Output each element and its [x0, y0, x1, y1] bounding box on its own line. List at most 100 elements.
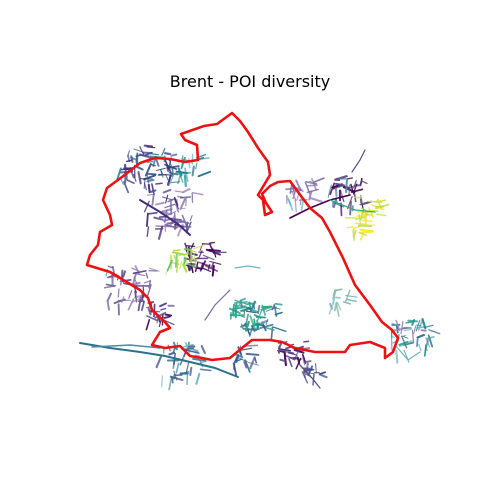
street-segment [127, 298, 135, 311]
street-segment [416, 338, 419, 347]
street-segment [403, 328, 413, 332]
street-segment [346, 177, 354, 180]
street-segment [376, 213, 387, 217]
street-segment [133, 281, 141, 286]
street-segment [200, 345, 206, 354]
street-segment [208, 248, 221, 252]
street-segment [166, 222, 174, 225]
street-segment [405, 321, 414, 324]
street-segment [359, 177, 363, 187]
street-segment [358, 231, 368, 237]
street-segment [153, 216, 164, 221]
street-segment [163, 315, 171, 319]
street-segment [232, 362, 238, 377]
street-segment [168, 376, 173, 391]
street-segment [147, 211, 158, 215]
street-segment [161, 208, 173, 213]
street-segment [299, 198, 302, 206]
street-segment [240, 307, 251, 312]
street-segment [233, 354, 240, 364]
street-segment [161, 375, 163, 388]
street-segment [145, 272, 149, 279]
street-segment [149, 189, 157, 193]
street-segment [155, 157, 160, 167]
street-segment [416, 324, 422, 327]
street-segment [336, 185, 343, 189]
street-segment [187, 264, 191, 272]
street-segment [295, 357, 302, 370]
street-segment [306, 184, 318, 187]
street-segment [127, 150, 130, 157]
street-segment [260, 319, 269, 324]
street-segment [243, 361, 248, 369]
street-segment [294, 198, 297, 213]
street-segment [180, 220, 190, 225]
street-segment [146, 315, 158, 322]
street-segment [303, 368, 306, 379]
street-segment [147, 183, 151, 194]
street-segment [306, 188, 319, 194]
street-segment [395, 324, 399, 334]
street-segment [106, 299, 110, 311]
street-segment [128, 290, 133, 299]
street-segment [185, 221, 189, 232]
street-segment [121, 296, 125, 303]
street-segment [235, 353, 244, 359]
street-segment [249, 356, 256, 370]
street-segment [146, 179, 155, 183]
street-segment [202, 254, 215, 261]
street-segment [145, 318, 151, 331]
street-segment [244, 313, 249, 328]
street-segment [175, 203, 180, 213]
street-segment [189, 215, 193, 222]
street-segment [164, 224, 178, 229]
street-segment [328, 303, 334, 315]
street-segment [274, 311, 283, 316]
street-segment [146, 284, 152, 298]
street-segment [195, 372, 201, 385]
street-segment [346, 298, 357, 302]
street-segment [159, 169, 164, 176]
street-segment [256, 323, 260, 331]
street-segment [340, 202, 343, 217]
street-segment [117, 288, 120, 298]
street-segment [201, 260, 207, 268]
street-segment [146, 226, 150, 237]
street-segment [347, 196, 353, 210]
street-segment [245, 352, 260, 356]
street-segment [354, 222, 368, 226]
street-segment [251, 324, 256, 333]
street-segment [199, 368, 212, 372]
street-segment [185, 361, 190, 374]
street-segment [201, 243, 212, 245]
street-segment [116, 167, 122, 181]
road-segment [91, 344, 161, 349]
street-segment [139, 146, 145, 157]
street-segment [143, 200, 150, 213]
street-segment [123, 181, 130, 194]
street-segment [346, 185, 356, 191]
street-segment [358, 231, 374, 234]
street-segment [176, 259, 179, 273]
street-segment [327, 184, 332, 198]
street-segment [168, 351, 176, 356]
street-segment [255, 316, 267, 319]
street-segment [191, 165, 195, 177]
street-segment [141, 301, 145, 311]
street-segment [180, 156, 186, 170]
street-segment [158, 320, 162, 328]
street-segment [179, 357, 184, 366]
street-segment [166, 165, 180, 169]
street-segment [355, 214, 367, 218]
street-segment [423, 324, 434, 328]
street-segment [312, 177, 325, 184]
street-segment [204, 264, 218, 272]
street-segment [165, 194, 169, 204]
street-segment [126, 179, 135, 185]
street-segment [426, 336, 431, 345]
street-segment [208, 241, 215, 244]
street-segment [231, 306, 246, 310]
street-segment [184, 167, 189, 183]
street-segment [137, 296, 142, 312]
street-segment [256, 309, 263, 322]
